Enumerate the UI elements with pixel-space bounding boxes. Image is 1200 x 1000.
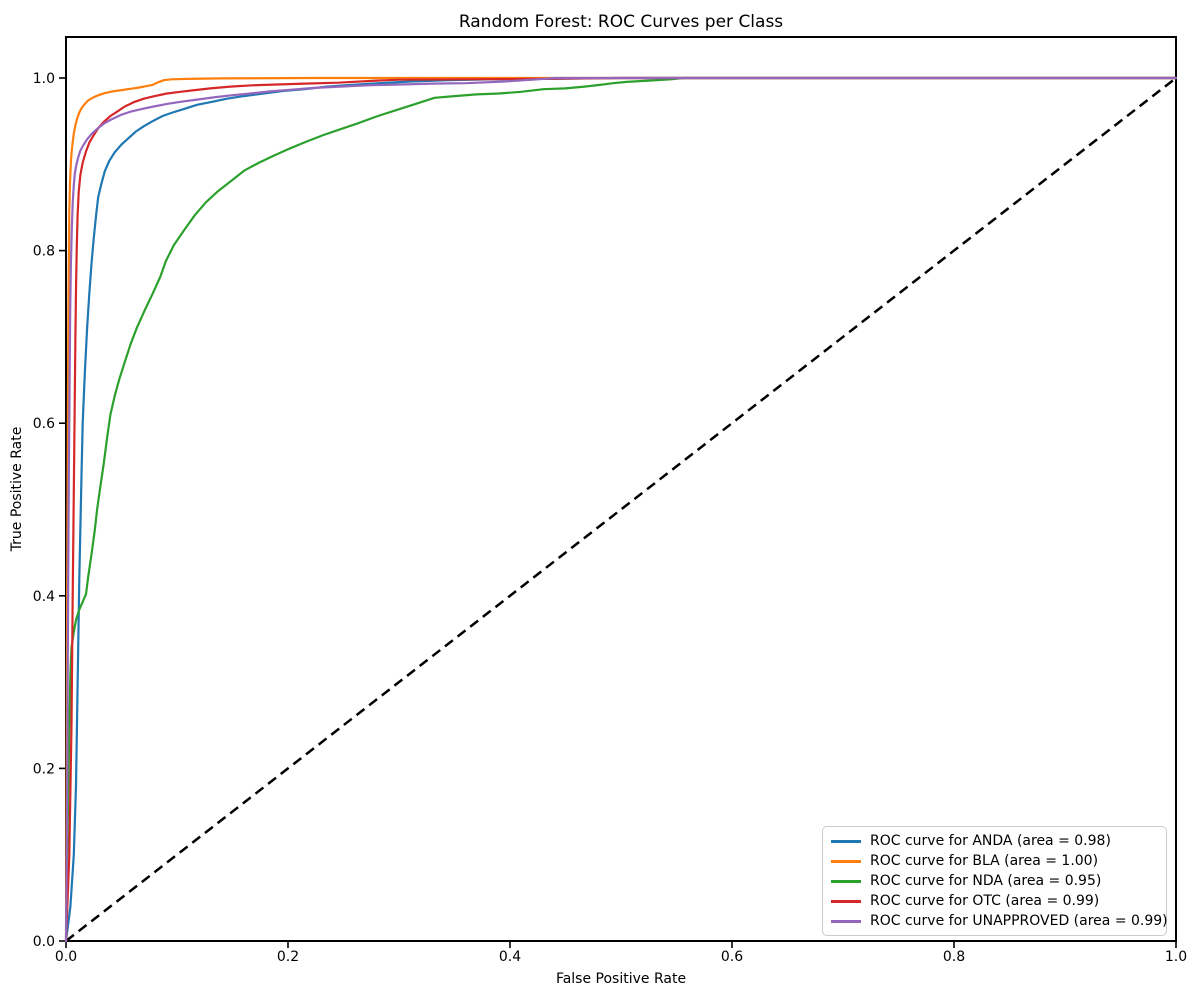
x-tick-label: 0.2 xyxy=(277,949,299,965)
legend-label-unapproved: ROC curve for UNAPPROVED (area = 0.99) xyxy=(870,913,1168,929)
legend-line-anda xyxy=(831,839,861,843)
roc-curve-otc xyxy=(64,76,1178,943)
legend: ROC curve for ANDA (area = 0.98) ROC cur… xyxy=(822,826,1168,936)
legend-label-nda: ROC curve for NDA (area = 0.95) xyxy=(870,873,1102,889)
chance-diagonal-line xyxy=(65,77,1177,942)
legend-line-unapproved xyxy=(831,919,861,923)
x-tick-label: 0.4 xyxy=(499,949,521,965)
x-tick-label: 0.0 xyxy=(55,949,77,965)
legend-line-otc xyxy=(831,899,861,903)
legend-label-bla: ROC curve for BLA (area = 1.00) xyxy=(870,853,1099,869)
y-tick-label: 0.6 xyxy=(33,416,55,432)
legend-item-bla: ROC curve for BLA (area = 1.00) xyxy=(831,853,1158,869)
x-tick-label: 1.0 xyxy=(1165,949,1187,965)
y-axis-label: True Positive Rate xyxy=(9,426,25,552)
y-tick-label: 0.8 xyxy=(33,244,55,260)
chart-title: Random Forest: ROC Curves per Class xyxy=(458,12,784,32)
legend-line-bla xyxy=(831,859,861,863)
x-axis-label: False Positive Rate xyxy=(555,971,687,987)
legend-line-nda xyxy=(831,879,861,883)
roc-curve-bla xyxy=(64,76,1178,943)
axes-spines xyxy=(65,36,1177,942)
legend-item-anda: ROC curve for ANDA (area = 0.98) xyxy=(831,833,1158,849)
roc-curve-nda xyxy=(64,76,1178,943)
legend-label-otc: ROC curve for OTC (area = 0.99) xyxy=(870,893,1100,909)
legend-item-unapproved: ROC curve for UNAPPROVED (area = 0.99) xyxy=(831,913,1168,929)
y-tick-label: 0.0 xyxy=(33,934,55,950)
y-tick-label: 0.4 xyxy=(33,589,55,605)
x-tick-label: 0.6 xyxy=(721,949,743,965)
x-tick-label: 0.8 xyxy=(943,949,965,965)
legend-item-nda: ROC curve for NDA (area = 0.95) xyxy=(831,873,1158,889)
roc-curve-unapproved xyxy=(64,76,1178,943)
y-tick-label: 0.2 xyxy=(33,761,55,777)
legend-label-anda: ROC curve for ANDA (area = 0.98) xyxy=(870,833,1111,849)
y-tick-label: 1.0 xyxy=(33,71,55,87)
legend-item-otc: ROC curve for OTC (area = 0.99) xyxy=(831,893,1158,909)
